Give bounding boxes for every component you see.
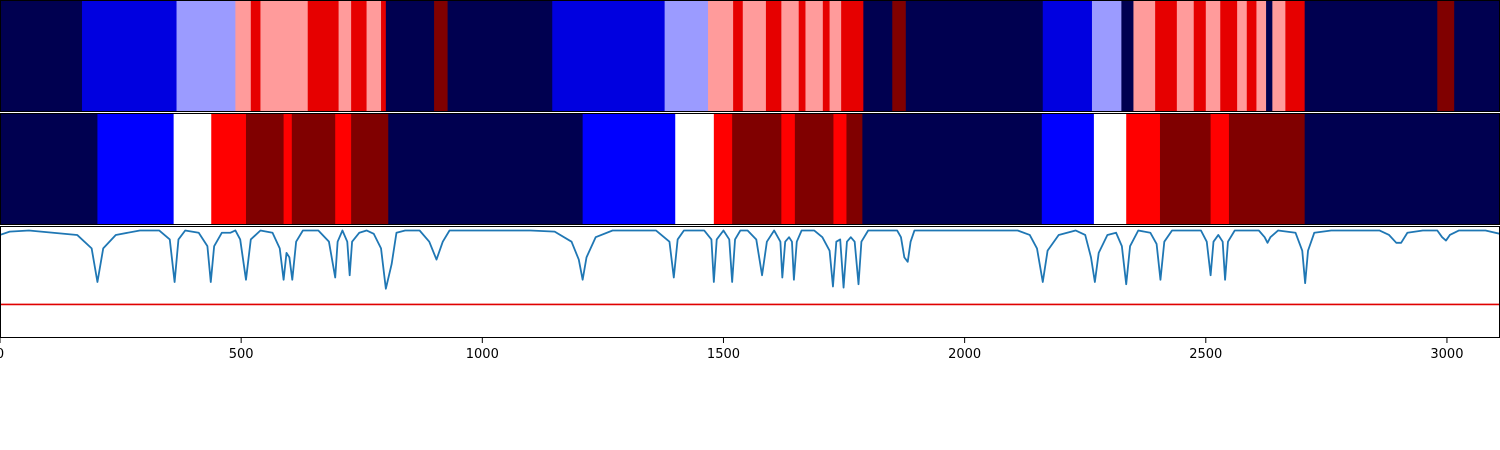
segment-pink	[781, 0, 800, 112]
segment-blue	[1042, 0, 1093, 112]
segment-red	[307, 0, 340, 112]
x-tick-label: 0	[0, 347, 4, 362]
segment-bright_red	[335, 113, 352, 225]
segment-red	[250, 0, 261, 112]
segment-dark_navy	[385, 0, 435, 112]
segment-dark_red	[1228, 113, 1306, 225]
segment-white	[173, 113, 212, 225]
segment-red	[1246, 0, 1257, 112]
segment-dark_navy	[863, 0, 893, 112]
segment-pink	[1176, 0, 1195, 112]
segment-red	[733, 0, 744, 112]
x-tick-label: 3000	[1430, 347, 1463, 362]
segment-dark_navy	[447, 0, 553, 112]
segment-red	[381, 0, 387, 112]
segment-dark_navy	[1304, 0, 1438, 112]
segment-red	[1285, 0, 1306, 112]
segment-bright_blue	[1041, 113, 1095, 225]
segment-bright_red	[713, 113, 733, 225]
segment-pink	[1237, 0, 1248, 112]
segment-blue	[81, 0, 178, 112]
segment-bright_blue	[582, 113, 676, 225]
segment-red	[1155, 0, 1178, 112]
x-axis: 0 500 1000 1500 2000 2500 3000	[0, 338, 1463, 362]
segment-pink	[1205, 0, 1221, 112]
segment-dark_red	[1437, 0, 1455, 112]
segment-track-middle	[0, 113, 1500, 225]
x-tick-label: 1000	[466, 347, 499, 362]
series-line	[0, 229, 1500, 290]
segment-bright_red	[1210, 113, 1230, 225]
segment-bright_blue	[97, 113, 175, 225]
segment-dark_navy	[388, 113, 584, 225]
segment-dark_navy	[1121, 0, 1134, 112]
segment-dark_navy	[1266, 0, 1273, 112]
segment-light_blue	[1091, 0, 1122, 112]
segment-light_blue	[176, 0, 236, 112]
segment-pink	[742, 0, 767, 112]
segment-pink	[260, 0, 309, 112]
segment-bright_red	[211, 113, 247, 225]
segment-dark_red	[434, 0, 449, 112]
segment-dark_navy	[0, 0, 83, 112]
segment-red	[841, 0, 864, 112]
segment-pink	[708, 0, 734, 112]
segment-pink	[829, 0, 842, 112]
x-tick-label: 2000	[948, 347, 981, 362]
segment-bright_red	[781, 113, 796, 225]
segment-bright_red	[833, 113, 847, 225]
segment-dark_red	[732, 113, 782, 225]
segment-blue	[552, 0, 666, 112]
x-tick-label: 2500	[1189, 347, 1222, 362]
x-tick-label: 500	[229, 347, 254, 362]
segment-dark_navy	[862, 113, 1043, 225]
segment-dark_red	[351, 113, 389, 225]
segment-pink	[235, 0, 252, 112]
segment-bright_red	[283, 113, 293, 225]
x-tick-label: 1500	[707, 347, 740, 362]
segment-dark_navy	[1304, 113, 1500, 225]
segment-light_blue	[664, 0, 709, 112]
segment-white	[1093, 113, 1127, 225]
line-plot-background	[0, 226, 1500, 338]
segment-pink	[1256, 0, 1267, 112]
segment-red	[765, 0, 782, 112]
segment-red	[798, 0, 806, 112]
segment-red	[1193, 0, 1207, 112]
segment-white	[675, 113, 715, 225]
segment-dark_red	[892, 0, 907, 112]
segment-dark_navy	[1454, 0, 1500, 112]
segment-red	[351, 0, 368, 112]
segment-dark_navy	[0, 113, 98, 225]
segment-pink	[1272, 0, 1286, 112]
segment-pink	[338, 0, 352, 112]
segment-pink	[805, 0, 824, 112]
segment-dark_navy	[905, 0, 1044, 112]
segment-dark_red	[794, 113, 834, 225]
segment-red	[822, 0, 831, 112]
segment-track-top	[0, 0, 1500, 112]
segment-red	[1220, 0, 1238, 112]
segment-dark_red	[291, 113, 336, 225]
segment-dark_red	[846, 113, 863, 225]
segment-dark_red	[245, 113, 285, 225]
segment-dark_red	[1159, 113, 1212, 225]
segment-pink	[1133, 0, 1156, 112]
line-plot-panel	[0, 226, 1500, 338]
segment-pink	[366, 0, 382, 112]
segment-bright_red	[1126, 113, 1161, 225]
